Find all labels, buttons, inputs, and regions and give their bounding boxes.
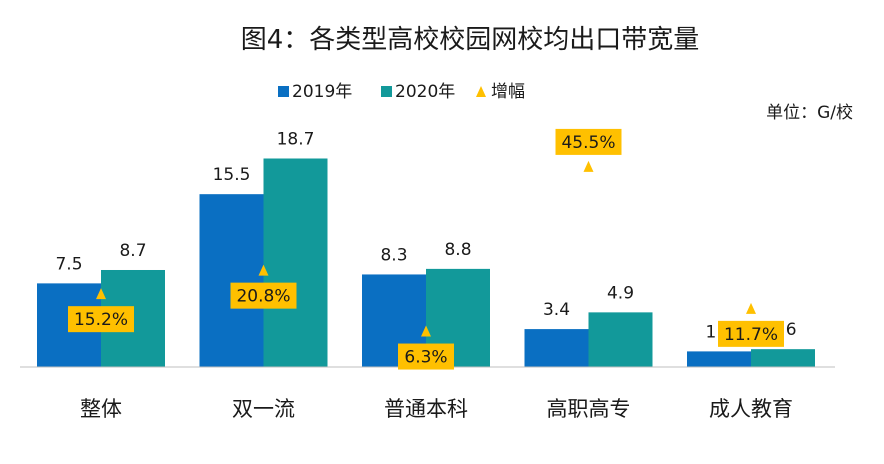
bar-2020-4 <box>751 349 815 367</box>
growth-marker-3 <box>583 160 594 172</box>
growth-label-4: 11.7% <box>724 325 778 345</box>
growth-label-0: 15.2% <box>74 310 128 330</box>
bar-2019-3 <box>524 329 589 367</box>
category-label-4: 成人教育 <box>709 397 793 421</box>
chart-title: 图4：各类型高校校园网校均出口带宽量 <box>241 25 700 55</box>
data-label-2020-1: 18.7 <box>277 129 315 149</box>
bar-2020-1 <box>263 158 328 367</box>
legend-label-2019: 2019年 <box>292 82 352 102</box>
legend-marker-growth <box>476 86 486 97</box>
growth-label-box-0 <box>68 306 134 333</box>
legend-swatch-2020 <box>381 86 392 97</box>
legend: 2019年 2020年 增幅 <box>278 82 525 102</box>
bar-2019-4 <box>687 351 751 367</box>
growth-marker-1 <box>258 264 269 276</box>
data-label-2019-2: 8.3 <box>380 245 407 265</box>
data-label-2019-1: 15.5 <box>213 165 251 185</box>
legend-label-2020: 2020年 <box>395 82 455 102</box>
data-label-2019-0: 7.5 <box>55 254 82 274</box>
growth-label-box-3 <box>555 128 622 155</box>
growth-label-2: 6.3% <box>404 348 447 368</box>
growth-label-box-4 <box>718 320 784 347</box>
unit-label: 单位：G/校 <box>766 103 853 123</box>
data-label-2019-3: 3.4 <box>543 300 570 320</box>
growth-marker-4 <box>746 302 756 314</box>
bar-2020-3 <box>588 312 653 367</box>
category-label-2: 普通本科 <box>384 397 468 421</box>
legend-swatch-2019 <box>278 86 289 97</box>
data-label-2020-3: 4.9 <box>607 283 634 303</box>
labels-group: 7.5 8.7 整体 15.2% 15.5 18.7 双一流 20.8% 8.3 8.8 普通本科 6… <box>55 128 797 421</box>
category-label-1: 双一流 <box>232 397 295 421</box>
growth-marker-2 <box>421 325 431 337</box>
growth-label-box-1 <box>230 282 297 309</box>
growth-label-3: 45.5% <box>561 133 615 153</box>
growth-label-1: 20.8% <box>236 287 290 307</box>
category-label-0: 整体 <box>80 397 122 421</box>
data-label-2020-0: 8.7 <box>119 241 146 261</box>
category-label-3: 高职高专 <box>547 397 631 421</box>
bars-group <box>37 158 815 367</box>
data-label-2020-2: 8.8 <box>444 240 471 260</box>
legend-label-growth: 增幅 <box>491 82 525 102</box>
bar-2019-1 <box>199 194 264 367</box>
growth-marker-0 <box>96 288 106 300</box>
growth-label-box-2 <box>398 343 454 370</box>
